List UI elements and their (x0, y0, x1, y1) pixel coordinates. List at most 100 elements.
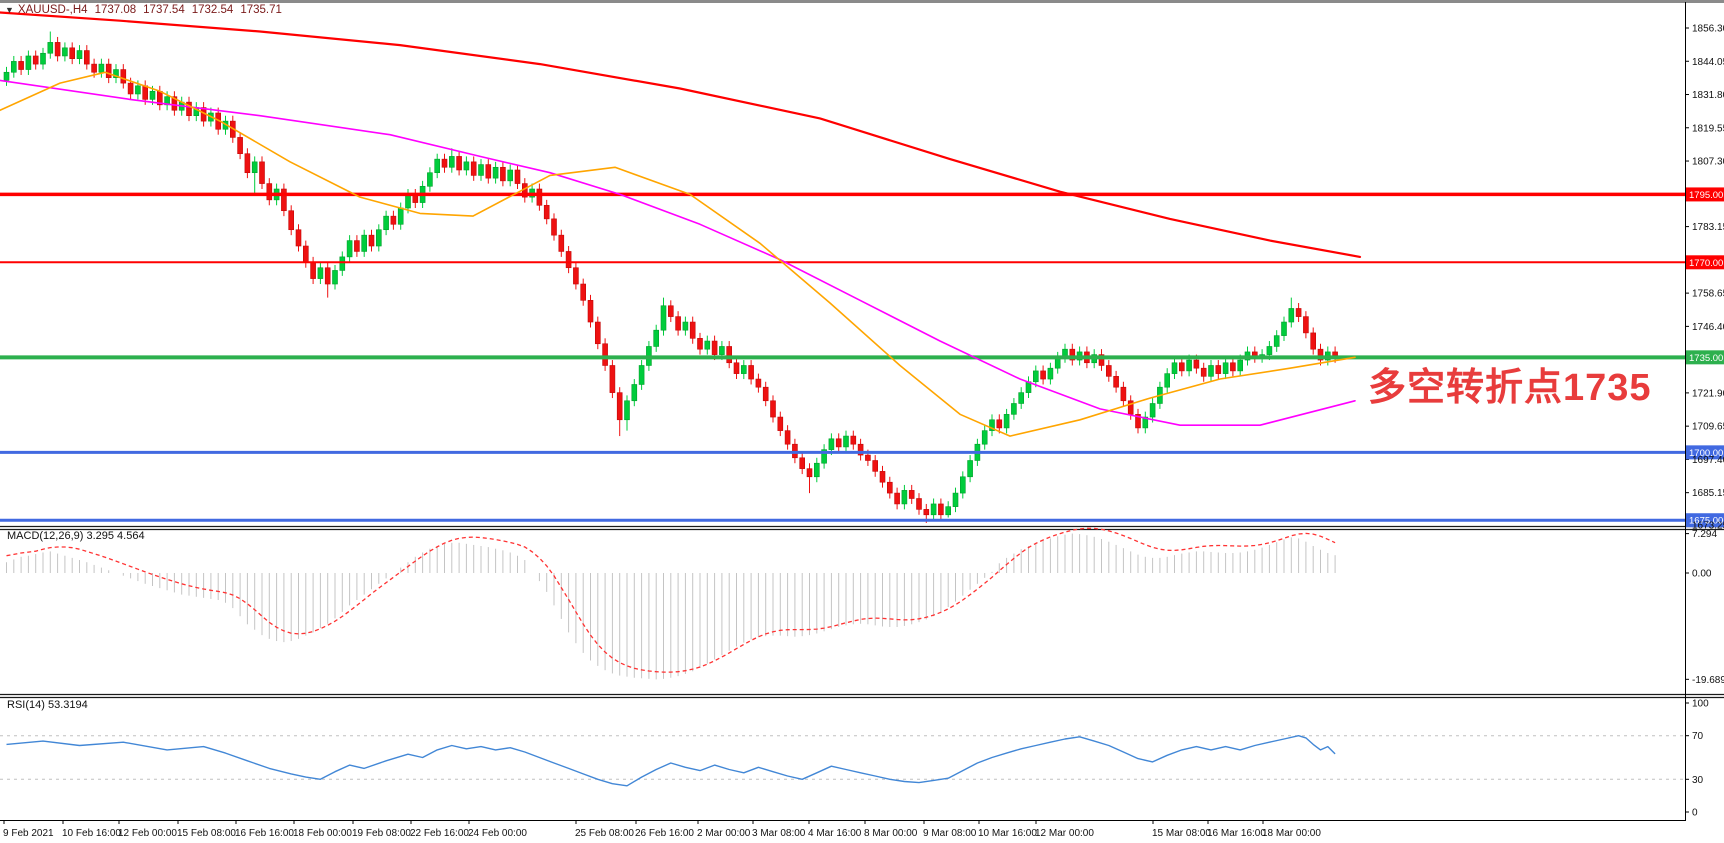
candle-up (682, 321, 689, 331)
candle-down (850, 435, 857, 445)
time-axis-label: 10 Feb 16:00 (62, 828, 121, 839)
candle-down (470, 161, 477, 176)
time-axis-label: 15 Feb 08:00 (177, 828, 236, 839)
candle-down (565, 251, 572, 269)
price-badge-label: 1675.00 (1689, 516, 1723, 527)
macd-tick-label: 0.00 (1692, 569, 1712, 580)
candle-up (361, 234, 368, 252)
candle-down (171, 96, 178, 111)
candle-down (770, 400, 776, 418)
candle-up (149, 90, 156, 100)
candle-down (485, 164, 492, 179)
candle-up (821, 449, 827, 464)
candle-down (1098, 354, 1105, 366)
time-axis-label: 12 Feb 00:00 (118, 828, 177, 839)
candle-down (916, 498, 922, 510)
candle-down (1106, 365, 1112, 377)
rsi-tick-label: 0 (1692, 808, 1698, 819)
price-tick-label: 1746.40 (1692, 322, 1724, 333)
candle-down (894, 492, 900, 505)
price-tick-label: 1721.90 (1692, 388, 1724, 399)
time-axis-label: 12 Mar 00:00 (1035, 828, 1094, 839)
candle-up (638, 365, 645, 385)
time-axis-label: 10 Mar 16:00 (978, 828, 1037, 839)
macd-tick-label: -19.689 (1692, 675, 1724, 686)
candle-down (536, 188, 543, 206)
candle-down (69, 47, 75, 59)
candle-up (945, 506, 952, 516)
price-tick-label: 1819.55 (1692, 123, 1724, 134)
macd-signal-line (6, 527, 1336, 673)
candle-down (543, 204, 550, 220)
candle-down (514, 169, 521, 184)
candle-up (1011, 403, 1017, 415)
candle-down (1113, 376, 1119, 388)
ma-red-line (0, 11, 1362, 258)
candle-down (1295, 308, 1302, 317)
candle-up (434, 158, 441, 174)
candle-down (748, 365, 754, 380)
candle-up (1186, 359, 1192, 372)
candle-down (1069, 348, 1076, 361)
time-axis-label: 2 Mar 00:00 (697, 828, 751, 839)
rsi-tick-label: 100 (1692, 699, 1709, 710)
candle-up (1208, 365, 1214, 377)
candle-down (84, 50, 90, 65)
time-axis-label: 25 Feb 08:00 (575, 828, 634, 839)
candles-group (3, 31, 1338, 523)
time-axis-label: 26 Feb 16:00 (635, 828, 694, 839)
symbol-dropdown-icon[interactable]: ▼ (5, 5, 14, 15)
candle-down (879, 471, 886, 483)
rsi-tick-label: 70 (1692, 731, 1704, 742)
macd-indicator-label: MACD(12,26,9) 3.295 4.564 (7, 530, 145, 542)
candle-down (667, 305, 674, 317)
candle-down (354, 240, 360, 252)
candle-up (427, 172, 433, 187)
price-tick-label: 1758.65 (1692, 289, 1724, 300)
price-line-badge (1686, 187, 1724, 202)
price-tick-label: 1709.65 (1692, 422, 1724, 433)
candle-up (624, 400, 630, 421)
candle-up (1003, 414, 1010, 429)
price-tick-label: 1685.15 (1692, 488, 1724, 499)
price-tick-label: 1831.80 (1692, 90, 1724, 101)
time-axis-label: 19 Feb 08:00 (352, 828, 411, 839)
time-axis-label: 16 Feb 16:00 (235, 828, 294, 839)
candle-up (1142, 416, 1149, 429)
candle-up (375, 229, 382, 247)
candle-up (704, 340, 711, 350)
candle-up (251, 161, 258, 174)
candle-up (3, 71, 10, 81)
candle-up (135, 85, 141, 95)
candle-down (1135, 414, 1141, 429)
candle-down (886, 481, 893, 494)
candle-up (1018, 392, 1025, 404)
candle-up (740, 365, 747, 374)
candle-up (959, 476, 966, 494)
candle-up (507, 169, 514, 182)
candle-down (288, 210, 295, 231)
candle-down (237, 137, 243, 155)
candle-down (996, 419, 1003, 429)
candle-down (281, 188, 287, 212)
price-badge-label: 1770.00 (1689, 258, 1723, 269)
candle-down (259, 161, 265, 184)
candle-down (755, 378, 762, 388)
candle-down (390, 215, 397, 225)
price-tick-label: 1856.30 (1692, 24, 1724, 35)
candle-up (1033, 370, 1039, 383)
candle-down (806, 468, 813, 478)
candle-up (967, 460, 973, 478)
time-axis-group[interactable] (3, 820, 1264, 824)
candle-up (463, 161, 470, 171)
candle-up (660, 305, 667, 331)
ohlc-low: 1732.54 (191, 4, 234, 16)
candle-up (47, 42, 54, 54)
candle-down (18, 61, 24, 70)
candle-up (346, 240, 353, 258)
candle-down (784, 430, 791, 445)
candle-down (689, 321, 696, 339)
candle-up (1281, 321, 1287, 336)
candle-down (675, 316, 681, 331)
